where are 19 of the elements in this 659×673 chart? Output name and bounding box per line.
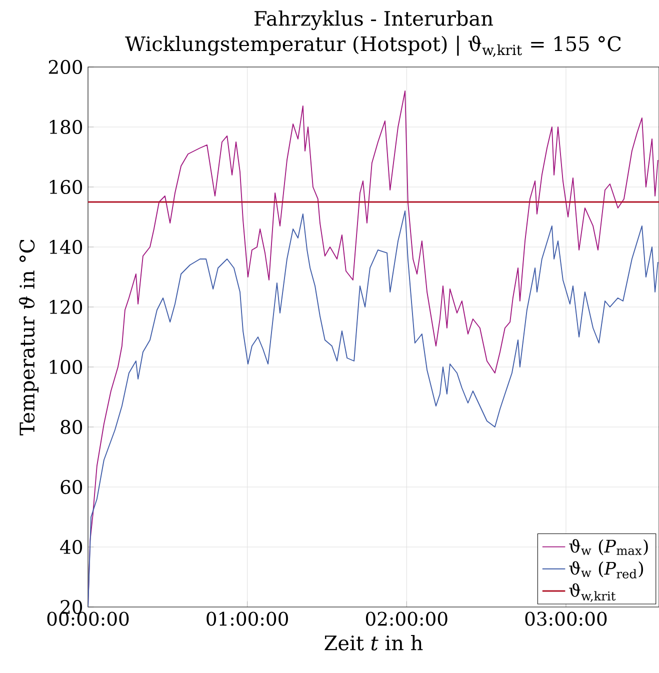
y-tick-label: 100 (50, 360, 82, 374)
y-tick-label: 160 (50, 180, 82, 194)
x-axis-title: Zeit t in h (324, 635, 423, 650)
y-tick-label: 80 (60, 420, 82, 434)
y-tick-label: 120 (50, 300, 82, 314)
x-tick-label: 03:00:00 (525, 612, 607, 626)
legend-label: ϑ$_{w,krit}$ (569, 583, 616, 602)
y-tick-label: 140 (50, 240, 82, 254)
y-tick-label: 40 (60, 540, 82, 554)
y-axis-title: Temperatur ϑ in °C (18, 240, 39, 436)
legend-label: ϑ$_{w}$ (P$_{max}$) (569, 539, 648, 556)
chart-title: Fahrzyklus - Interurban (254, 10, 493, 30)
x-tick-label: 01:00:00 (206, 612, 288, 626)
y-tick-label: 60 (60, 480, 82, 494)
y-tick-label: 180 (50, 120, 82, 134)
chart-subtitle: Wicklungstemperatur (Hotspot) | ϑ$_{w,krit}$ = 155 °C (125, 36, 621, 57)
x-tick-label: 02:00:00 (366, 612, 448, 626)
y-tick-label: 200 (48, 60, 82, 74)
legend-label: ϑ$_{w}$ (P$_{red}$) (569, 561, 644, 578)
